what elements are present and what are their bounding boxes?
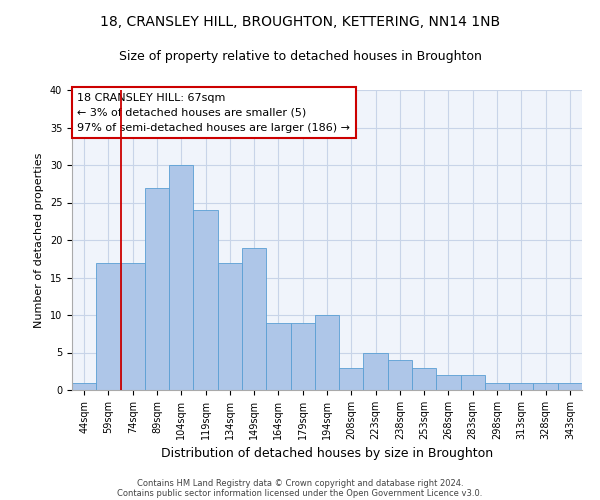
Y-axis label: Number of detached properties: Number of detached properties [34,152,44,328]
Bar [436,375,461,390]
Bar [218,262,242,390]
Text: Size of property relative to detached houses in Broughton: Size of property relative to detached ho… [119,50,481,63]
Text: 18, CRANSLEY HILL, BROUGHTON, KETTERING, NN14 1NB: 18, CRANSLEY HILL, BROUGHTON, KETTERING,… [100,15,500,29]
Bar [193,210,218,390]
Bar [145,188,169,390]
Bar [412,368,436,390]
Text: Contains HM Land Registry data © Crown copyright and database right 2024.: Contains HM Land Registry data © Crown c… [137,478,463,488]
Bar [72,382,96,390]
Bar [388,360,412,390]
Bar [96,262,121,390]
Bar [169,165,193,390]
Bar [121,262,145,390]
X-axis label: Distribution of detached houses by size in Broughton: Distribution of detached houses by size … [161,448,493,460]
Bar [509,382,533,390]
Bar [485,382,509,390]
Bar [558,382,582,390]
Bar [461,375,485,390]
Bar [339,368,364,390]
Bar [315,315,339,390]
Text: Contains public sector information licensed under the Open Government Licence v3: Contains public sector information licen… [118,488,482,498]
Bar [266,322,290,390]
Bar [290,322,315,390]
Bar [242,248,266,390]
Bar [364,352,388,390]
Bar [533,382,558,390]
Text: 18 CRANSLEY HILL: 67sqm
← 3% of detached houses are smaller (5)
97% of semi-deta: 18 CRANSLEY HILL: 67sqm ← 3% of detached… [77,93,350,132]
